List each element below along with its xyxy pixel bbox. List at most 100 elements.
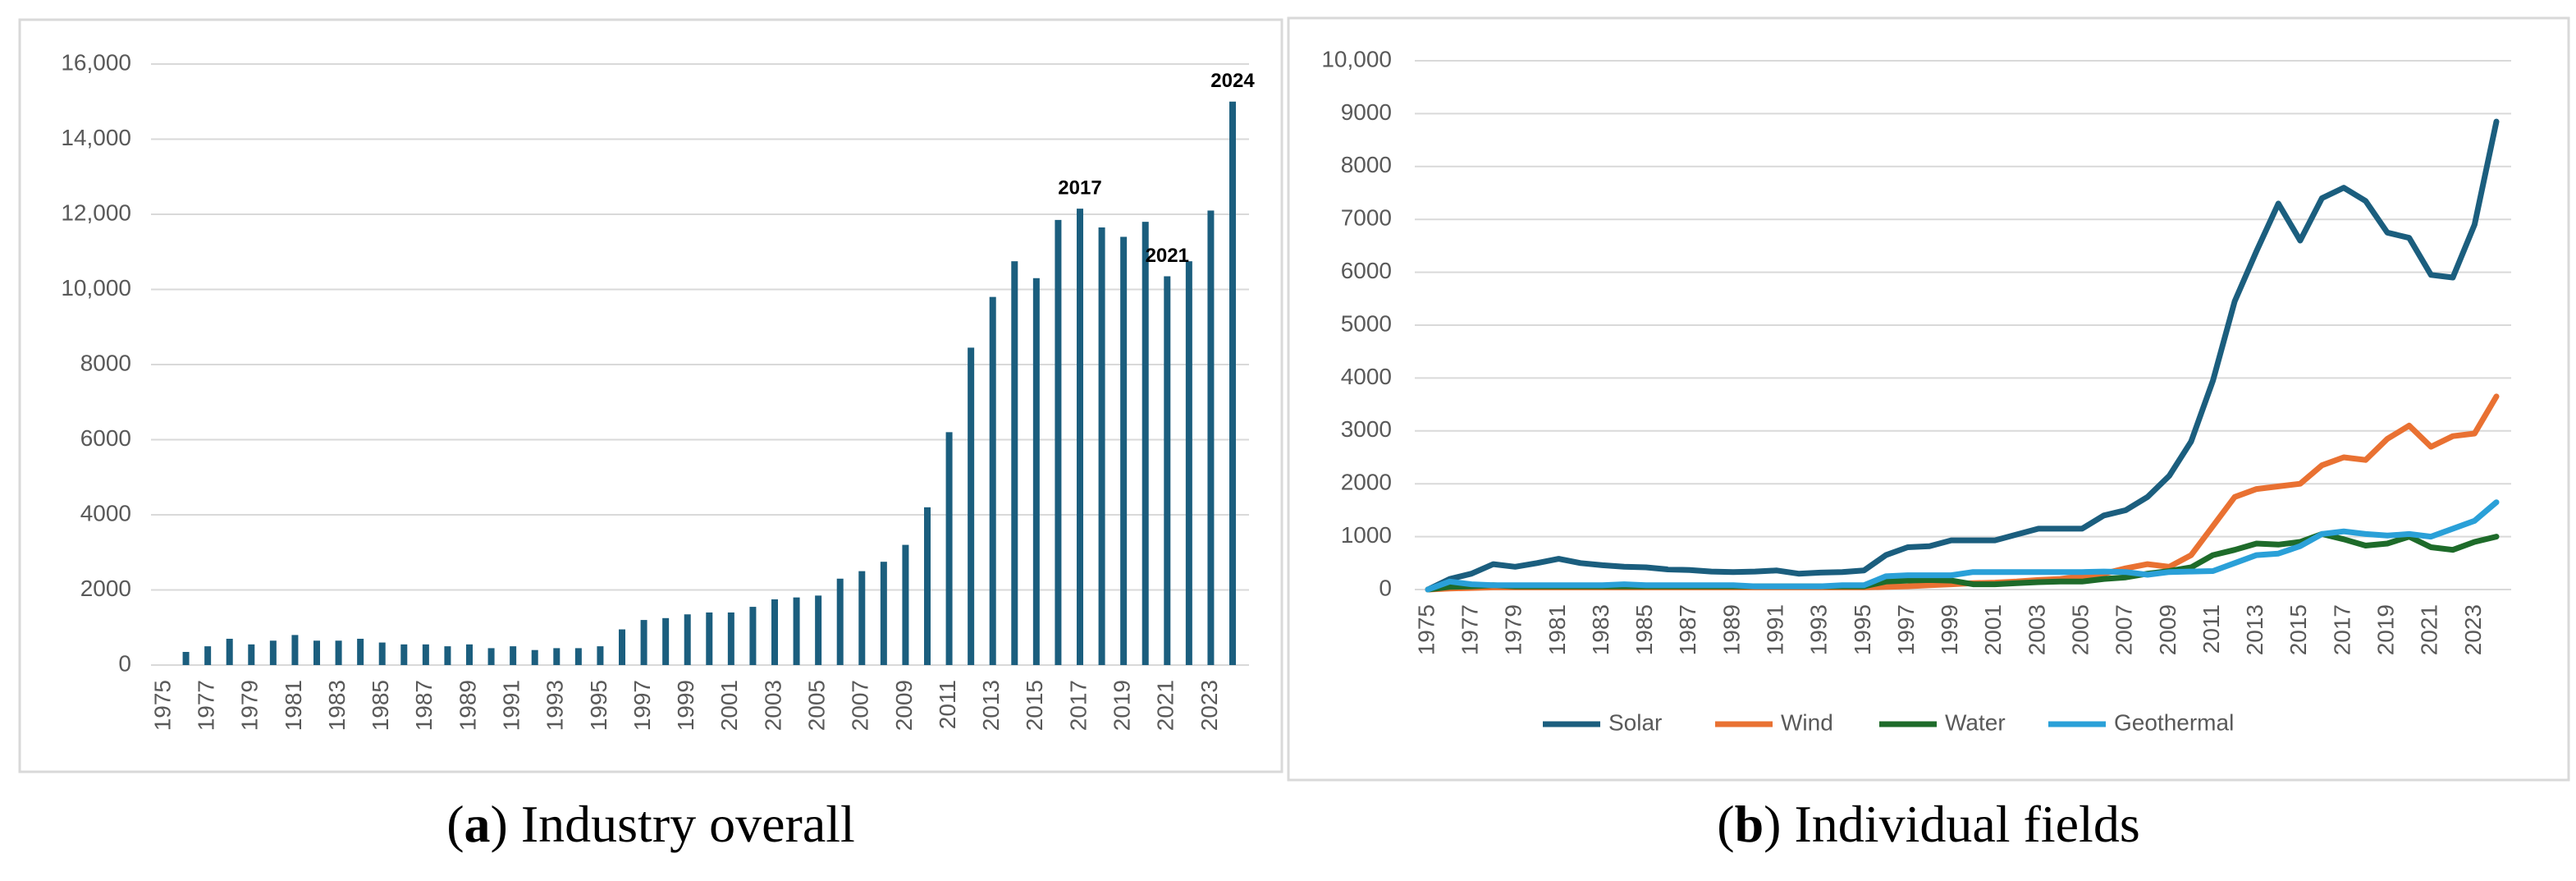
bar — [335, 640, 342, 665]
x-tick-label: 1983 — [1588, 604, 1613, 655]
y-tick-label: 1000 — [1341, 522, 1392, 548]
x-tick-label: 2021 — [1153, 680, 1178, 731]
x-tick-label: 2003 — [2024, 604, 2049, 655]
y-tick-label: 0 — [1379, 575, 1392, 600]
bar — [968, 347, 975, 665]
y-tick-label: 16,000 — [61, 49, 131, 75]
bar — [684, 614, 691, 665]
bar — [924, 507, 931, 665]
x-tick-label: 2017 — [1065, 680, 1091, 731]
x-tick-label: 1987 — [411, 680, 437, 731]
bar — [1098, 227, 1105, 665]
bar — [749, 607, 757, 665]
bar — [357, 638, 364, 665]
y-tick-label: 12,000 — [61, 200, 131, 225]
bar — [1207, 210, 1215, 665]
bar — [836, 578, 844, 665]
y-tick-label: 10,000 — [61, 275, 131, 301]
bar — [400, 644, 408, 665]
bar — [313, 640, 320, 665]
y-tick-label: 8000 — [1341, 152, 1392, 177]
y-tick-label: 3000 — [1341, 416, 1392, 442]
series-line — [1425, 118, 2500, 593]
bar — [444, 646, 451, 665]
bar — [902, 544, 909, 665]
bar — [378, 642, 386, 665]
x-tick-label: 1977 — [1457, 604, 1483, 655]
x-tick-label: 1979 — [237, 680, 263, 731]
bar — [945, 432, 953, 665]
y-tick-label: 6000 — [1341, 258, 1392, 283]
bar — [1011, 261, 1018, 665]
y-tick-label: 8000 — [80, 350, 131, 375]
bar — [1077, 209, 1083, 665]
y-tick-label: 2000 — [1341, 470, 1392, 495]
panel-b-frame — [1287, 16, 2570, 782]
bar — [640, 620, 647, 665]
bar — [226, 638, 233, 665]
x-tick-label: 1997 — [1893, 604, 1919, 655]
series-line — [1425, 499, 2500, 593]
x-tick-label: 1995 — [1850, 604, 1875, 655]
x-tick-label: 2023 — [1196, 680, 1222, 731]
bar — [204, 646, 212, 665]
bar — [815, 595, 822, 665]
bar — [487, 648, 495, 665]
legend-label: Wind — [1781, 709, 1833, 735]
x-tick-label: 1991 — [1763, 604, 1788, 655]
x-tick-label: 2005 — [2068, 604, 2093, 655]
x-tick-label: 2005 — [804, 680, 830, 731]
y-tick-label: 10,000 — [1321, 46, 1392, 71]
x-tick-label: 1987 — [1675, 604, 1700, 655]
bar — [880, 562, 887, 665]
legend-label: Geothermal — [2114, 709, 2234, 735]
x-tick-label: 1999 — [673, 680, 698, 731]
bar — [597, 646, 604, 665]
x-tick-label: 2021 — [2417, 604, 2442, 655]
x-tick-label: 1979 — [1501, 604, 1526, 655]
x-tick-label: 2001 — [1980, 604, 2006, 655]
bar — [1120, 236, 1128, 665]
x-tick-label: 1997 — [629, 680, 655, 731]
y-tick-label: 9000 — [1341, 99, 1392, 125]
x-tick-label: 1989 — [1718, 604, 1744, 655]
bar — [1229, 101, 1236, 665]
x-tick-label: 1989 — [455, 680, 480, 731]
caption-part: b — [1735, 795, 1764, 853]
caption-part: ( — [446, 795, 464, 853]
x-tick-label: 2007 — [848, 680, 873, 731]
bar — [858, 571, 866, 665]
y-tick-label: 2000 — [80, 576, 131, 601]
annotation: 2024 — [1210, 70, 1255, 92]
x-tick-label: 2023 — [2460, 604, 2486, 655]
bar — [1032, 278, 1040, 665]
x-tick-label: 2015 — [1022, 680, 1047, 731]
caption-part: ) Individual fields — [1764, 795, 2140, 853]
x-tick-label: 1999 — [1937, 604, 1962, 655]
y-tick-label: 0 — [118, 650, 131, 676]
x-tick-label: 1985 — [1631, 604, 1657, 655]
x-tick-label: 1991 — [499, 680, 524, 731]
x-tick-label: 2017 — [2329, 604, 2354, 655]
x-tick-label: 2003 — [760, 680, 785, 731]
x-tick-label: 1993 — [1806, 604, 1832, 655]
bar — [1164, 276, 1171, 665]
annotation: 2017 — [1058, 177, 1101, 199]
x-tick-label: 1985 — [368, 680, 393, 731]
bar — [1142, 222, 1149, 665]
x-tick-label: 1975 — [1413, 604, 1439, 655]
bar — [182, 651, 190, 665]
bar — [422, 644, 429, 665]
caption-part: ( — [1717, 795, 1734, 853]
x-tick-label: 2009 — [891, 680, 917, 731]
bar — [553, 648, 560, 665]
x-tick-label: 2013 — [2242, 604, 2267, 655]
x-tick-label: 2013 — [978, 680, 1004, 731]
x-tick-label: 2007 — [2112, 604, 2137, 655]
x-tick-label: 1995 — [586, 680, 611, 731]
x-tick-label: 1981 — [281, 680, 306, 731]
caption: (a) Industry overall — [446, 795, 855, 853]
bar — [989, 296, 996, 665]
annotation: 2021 — [1146, 245, 1189, 267]
